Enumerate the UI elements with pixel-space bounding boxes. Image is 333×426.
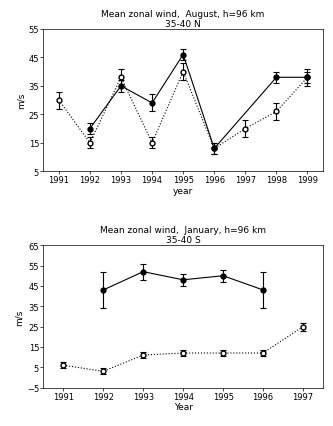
- Title: Mean zonal wind,  January, h=96 km
35-40 S: Mean zonal wind, January, h=96 km 35-40 …: [100, 225, 266, 245]
- Y-axis label: m/s: m/s: [17, 92, 26, 109]
- Title: Mean zonal wind,  August, h=96 km
35-40 N: Mean zonal wind, August, h=96 km 35-40 N: [102, 10, 265, 29]
- X-axis label: Year: Year: [173, 402, 193, 411]
- X-axis label: year: year: [173, 186, 193, 195]
- Y-axis label: m/s: m/s: [15, 308, 24, 325]
